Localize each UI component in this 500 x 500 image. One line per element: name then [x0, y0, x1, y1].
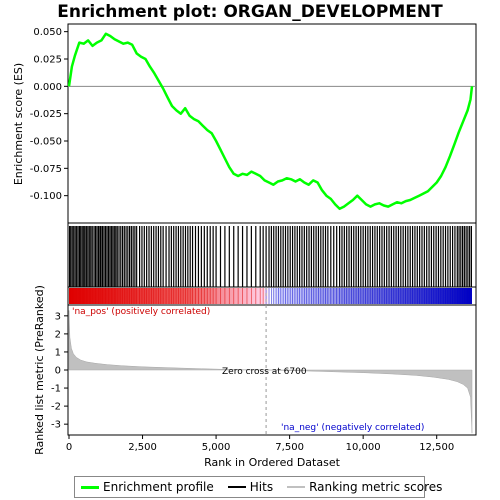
- metric-area: [68, 310, 473, 434]
- legend-item-profile: Enrichment profile: [81, 480, 214, 494]
- legend: Enrichment profile Hits Ranking metric s…: [74, 476, 442, 498]
- es-y-tick-label: -0.100: [30, 191, 62, 202]
- metric-y-tick-label: 0: [55, 366, 61, 377]
- es-panel-frame: [67, 23, 477, 224]
- chart-title: Enrichment plot: ORGAN_DEVELOPMENT: [57, 2, 443, 22]
- legend-swatch-profile: [81, 485, 99, 489]
- pos-correlated-label: 'na_pos' (positively correlated): [72, 307, 210, 317]
- es-y-ticks: 0.050 0.025 0.000 -0.025 -0.050 -0.075 -0.100: [30, 27, 68, 202]
- hits-panel: [67, 222, 477, 288]
- x-tick-label: 2,500: [128, 442, 157, 453]
- es-y-tick-label: -0.025: [30, 109, 62, 120]
- es-y-tick-label: -0.075: [30, 164, 62, 175]
- metric-y-tick-label: -2: [51, 402, 61, 413]
- x-tick-label: 7,500: [275, 442, 304, 453]
- color-bar-gradient: [69, 288, 472, 304]
- legend-item-metric: Ranking metric scores: [287, 480, 442, 494]
- metric-y-axis-label: Ranked list metric (PreRanked): [33, 285, 46, 455]
- legend-label-metric: Ranking metric scores: [309, 480, 443, 494]
- hit-lines: [68, 226, 473, 287]
- x-tick-label: 0: [66, 442, 72, 453]
- es-y-tick-label: 0.000: [33, 82, 62, 93]
- x-ticks: 0 2,500 5,000 7,500 10,000 12,500: [66, 435, 454, 453]
- legend-swatch-metric: [287, 486, 306, 488]
- metric-y-tick-label: 3: [55, 311, 61, 322]
- legend-swatch-hits: [227, 486, 246, 488]
- x-axis-label: Rank in Ordered Dataset: [204, 456, 341, 469]
- x-tick-label: 5,000: [202, 442, 231, 453]
- metric-y-tick-label: 2: [55, 329, 61, 340]
- legend-item-hits: Hits: [227, 480, 274, 494]
- es-profile-line: [67, 32, 474, 211]
- legend-label-hits: Hits: [249, 480, 274, 494]
- x-tick-label: 12,500: [419, 442, 454, 453]
- es-y-axis-label: Enrichment score (ES): [12, 63, 25, 185]
- es-y-tick-label: 0.050: [33, 27, 62, 38]
- es-y-tick-label: -0.050: [30, 136, 62, 147]
- x-tick-label: 10,000: [346, 442, 381, 453]
- es-panel: 0.0500.0250.000-0.025-0.050-0.075-0.100 …: [12, 23, 477, 224]
- zero-cross-label: Zero cross at 6700: [222, 367, 307, 377]
- legend-label-profile: Enrichment profile: [103, 480, 214, 494]
- es-y-tick-label: 0.025: [33, 54, 62, 65]
- rank-color-bar: [67, 286, 477, 306]
- color-bar-stripes: [69, 288, 472, 304]
- metric-y-ticks: 3 2 1 0 -1 -2 -3: [51, 311, 68, 431]
- metric-y-tick-label: -1: [51, 384, 61, 395]
- metric-y-tick-label: -3: [51, 420, 61, 431]
- neg-correlated-label: 'na_neg' (negatively correlated): [281, 423, 424, 433]
- metric-y-tick-label: 1: [55, 347, 61, 358]
